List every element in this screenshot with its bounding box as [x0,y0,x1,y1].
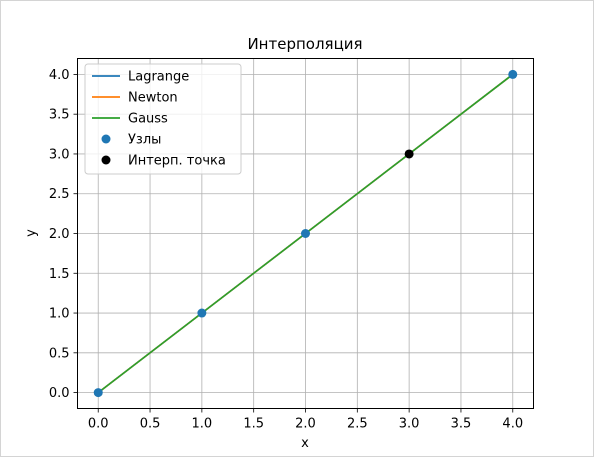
legend-label: Lagrange [128,70,189,85]
legend-swatch-marker [102,156,111,165]
y-tick-label: 3.0 [49,147,70,162]
x-tick-label: 3.0 [399,417,420,432]
node-point [508,70,517,79]
y-tick-label: 2.0 [49,227,70,242]
legend-label: Узлы [128,133,161,148]
y-axis-label: y [24,229,39,237]
x-tick-label: 0.0 [88,417,109,432]
interpolated-point [405,149,414,158]
y-tick-label: 4.0 [49,68,70,83]
x-axis-label: x [301,436,309,451]
y-tick-label: 1.0 [49,307,70,322]
legend: Lagrange Newton Gauss Узлы Интерп. точка [85,64,241,174]
x-tick-label: 1.5 [243,417,264,432]
x-tick-label: 1.0 [192,417,213,432]
legend-swatch-marker [102,135,111,144]
x-tick-label: 3.5 [451,417,472,432]
y-tick-label: 3.5 [49,108,70,123]
y-tick-label: 0.5 [49,346,70,361]
y-tick-label: 2.5 [49,187,70,202]
chart-title: Интерполяция [247,35,362,53]
legend-label: Gauss [128,112,168,127]
x-tick-label: 2.5 [347,417,368,432]
x-tick-label: 0.5 [140,417,161,432]
x-tick-label: 4.0 [502,417,523,432]
legend-label: Интерп. точка [128,154,226,169]
x-tick-label: 2.0 [295,417,316,432]
node-point [197,309,206,318]
node-point [301,229,310,238]
legend-label: Newton [128,91,178,106]
node-point [94,388,103,397]
y-tick-label: 0.0 [49,386,70,401]
y-tick-label: 1.5 [49,267,70,282]
